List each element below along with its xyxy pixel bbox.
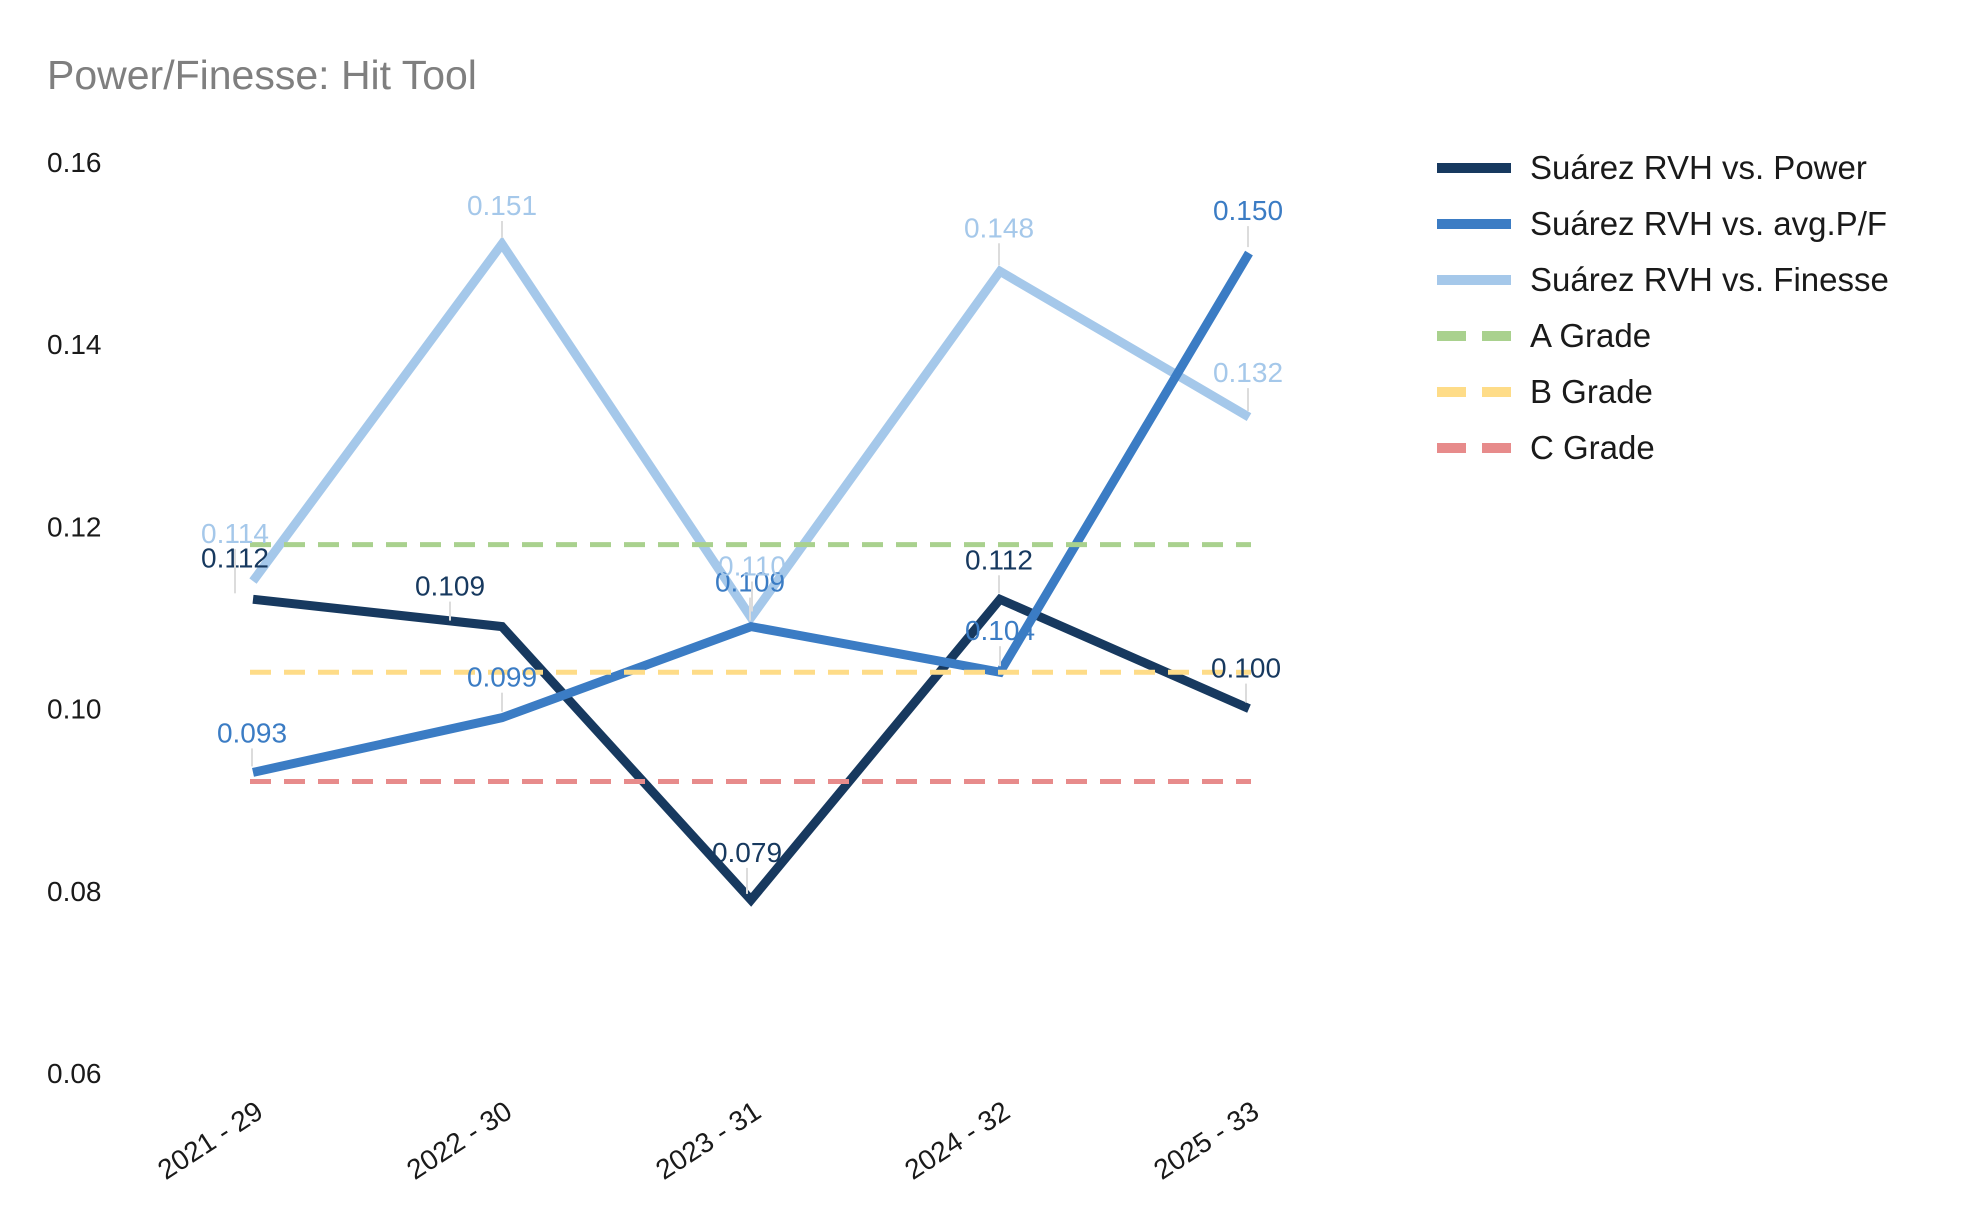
legend-item-su-rez-rvh-vs-avg-p-f[interactable]: Suárez RVH vs. avg.P/F [1437,205,1888,242]
legend-item-su-rez-rvh-vs-power[interactable]: Suárez RVH vs. Power [1437,149,1867,186]
x-axis-label: 2022 - 30 [401,1095,517,1185]
data-label: 0.109 [415,571,485,602]
legend-label: Suárez RVH vs. Power [1530,149,1867,186]
x-axis-label: 2025 - 33 [1148,1095,1264,1185]
legend-label: Suárez RVH vs. avg.P/F [1530,205,1888,242]
data-label: 0.100 [1211,653,1281,684]
legend-item-c-grade[interactable]: C Grade [1437,429,1655,466]
legend-line-icon [1437,275,1511,285]
y-axis-tick-label: 0.16 [47,147,102,178]
legend-item-a-grade[interactable]: A Grade [1437,317,1652,354]
legend-dashed-line-icon [1437,331,1511,341]
data-label: 0.109 [715,567,785,598]
chart-title: Power/Finesse: Hit Tool [47,52,477,98]
data-label: 0.079 [712,837,782,868]
legend-line-icon [1437,163,1511,173]
legend-label: A Grade [1530,317,1652,354]
x-axis-label: 2023 - 31 [650,1095,766,1185]
data-label: 0.132 [1213,357,1283,388]
data-label: 0.150 [1213,195,1283,226]
legend-dashed-line-icon [1437,387,1511,397]
x-axis-label: 2024 - 32 [899,1095,1015,1185]
series-line-su-rez-rvh-vs-power [252,593,1251,907]
series-line-su-rez-rvh-vs-avg-p-f [252,250,1253,777]
y-axis-tick-label: 0.08 [47,876,102,907]
legend-label: B Grade [1530,373,1653,410]
legend-label: Suárez RVH vs. Finesse [1530,261,1889,298]
data-label: 0.114 [201,518,269,549]
legend-line-icon [1437,219,1511,229]
data-label: 0.104 [965,615,1035,646]
y-axis-tick-label: 0.14 [47,329,102,360]
legend-item-b-grade[interactable]: B Grade [1437,373,1653,410]
y-axis-tick-label: 0.06 [47,1058,102,1089]
legend-item-su-rez-rvh-vs-finesse[interactable]: Suárez RVH vs. Finesse [1437,261,1889,298]
x-axis-label: 2021 - 29 [152,1095,268,1185]
y-axis-tick-label: 0.10 [47,694,102,725]
data-label: 0.151 [467,190,537,221]
data-label: 0.112 [965,544,1033,575]
data-label: 0.093 [217,717,287,748]
legend-dashed-line-icon [1437,443,1511,453]
legend-label: C Grade [1530,429,1655,466]
data-label: 0.148 [964,212,1034,243]
y-axis-tick-label: 0.12 [47,511,102,542]
data-label: 0.099 [467,662,537,693]
data-label: 0.110 [718,551,786,582]
